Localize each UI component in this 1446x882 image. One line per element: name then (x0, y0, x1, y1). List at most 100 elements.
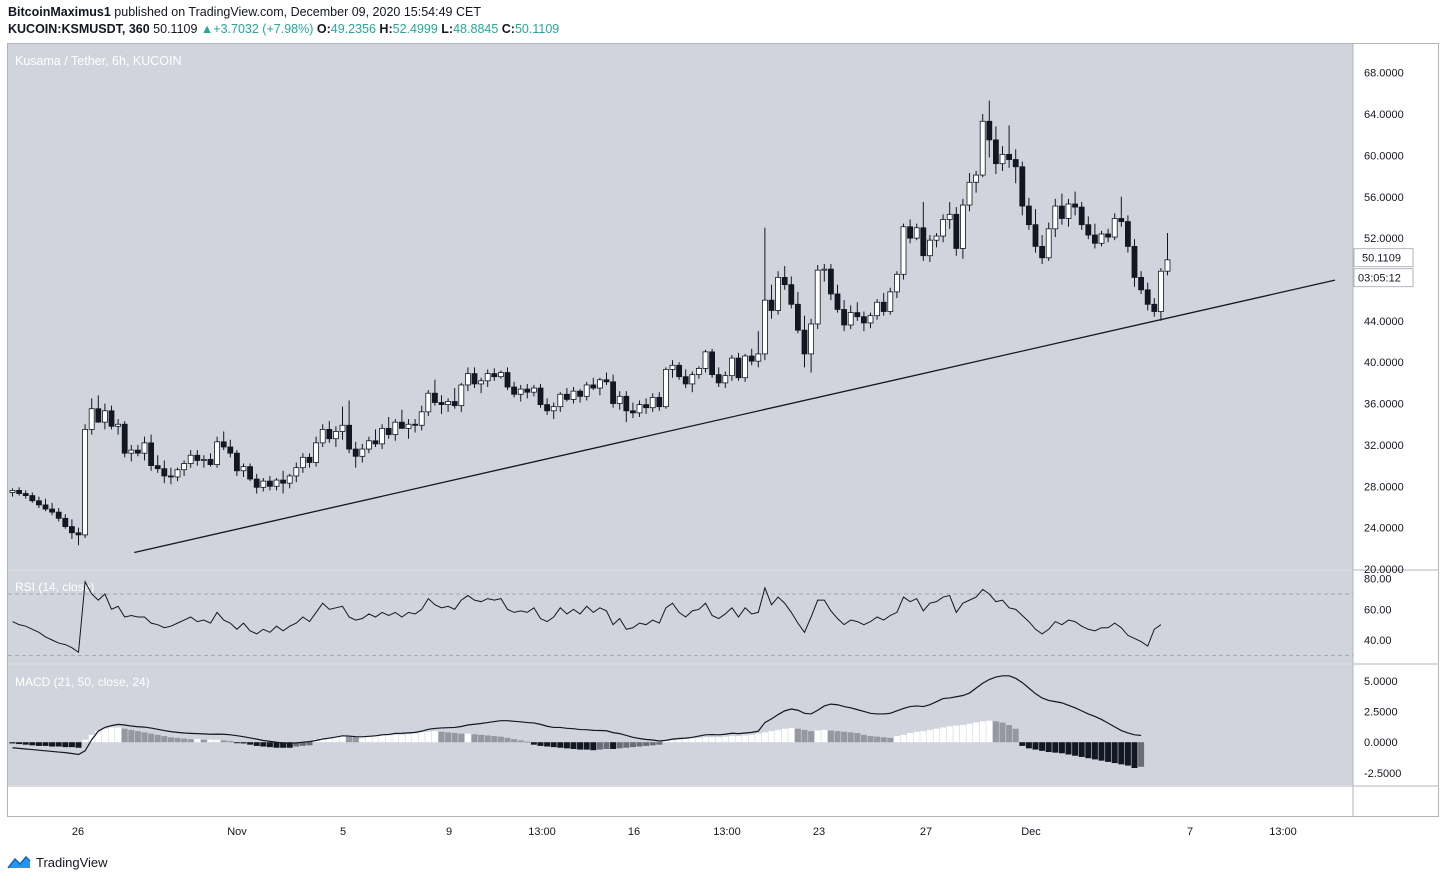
candle-body (478, 380, 485, 385)
macd-histogram-bar (247, 742, 254, 745)
candle-body (1026, 205, 1032, 226)
candle-body (1059, 205, 1065, 219)
candle-body (385, 427, 392, 435)
open-label: O: (316, 22, 331, 36)
candle-body (979, 120, 986, 176)
candle-body (590, 384, 597, 389)
candle-body (1105, 233, 1111, 238)
candle-body (266, 480, 273, 487)
candle-body (313, 442, 320, 463)
macd-histogram-bar (392, 734, 399, 743)
macd-histogram-bar (682, 739, 689, 743)
price-tick-label: 52.0000 (1364, 233, 1404, 245)
macd-histogram-bar (788, 728, 795, 743)
author-name[interactable]: BitcoinMaximus1 (8, 5, 111, 19)
candle-body (332, 431, 339, 440)
macd-histogram-bar (431, 731, 438, 743)
candle-body (603, 379, 610, 383)
candle-body (134, 449, 141, 454)
candle-body (1158, 270, 1164, 312)
chart-frame (7, 43, 1439, 817)
candle-body (141, 442, 148, 454)
macd-histogram-bar (1012, 728, 1019, 743)
candle-body (1032, 224, 1039, 247)
macd-histogram-bar (900, 734, 907, 743)
candle-body (946, 213, 953, 220)
candle-body (788, 284, 795, 305)
candle-body (504, 372, 511, 388)
macd-histogram-bar (860, 734, 867, 743)
candle-body (900, 226, 907, 275)
candle-body (319, 429, 326, 444)
macd-histogram-bar (702, 737, 709, 743)
candle-body (280, 479, 287, 484)
macd-histogram-bar (728, 736, 735, 743)
macd-histogram-bar (293, 742, 300, 747)
candle-body (649, 396, 656, 409)
candle-body (854, 312, 861, 318)
macd-histogram-bar (834, 731, 841, 743)
candle-body (484, 373, 491, 382)
price-tick-label: 68.0000 (1364, 68, 1404, 80)
macd-histogram-bar (867, 736, 874, 743)
macd-histogram-bar (656, 742, 663, 745)
macd-histogram-bar (88, 734, 95, 743)
candle-body (69, 526, 75, 534)
price-tick-label: 20.0000 (1364, 564, 1404, 576)
candle-body (398, 421, 405, 429)
macd-histogram-bar (299, 742, 306, 746)
macd-histogram-bar (491, 736, 498, 743)
macd-histogram-bar (1105, 742, 1112, 762)
macd-histogram-bar (1124, 742, 1131, 766)
macd-histogram-bar (827, 730, 834, 743)
candle-body (16, 490, 23, 494)
macd-histogram-bar (966, 723, 973, 743)
candle-body (742, 355, 748, 379)
macd-histogram-bar (544, 742, 551, 747)
price-chart-title: Kusama / Tether, 6h, KUCOIN (15, 54, 182, 68)
candle-body (676, 364, 682, 378)
macd-histogram-bar (181, 738, 188, 743)
macd-histogram-bar (194, 739, 201, 743)
macd-histogram-bar (768, 731, 775, 743)
macd-histogram-bar (332, 736, 339, 743)
candle-body (339, 424, 346, 432)
macd-histogram-bar (365, 736, 372, 743)
macd-histogram-bar (933, 728, 940, 743)
candle-body (372, 440, 379, 445)
last-price: 50.1109 (153, 22, 198, 36)
candle-body (1151, 303, 1158, 312)
candle-body (207, 458, 214, 465)
macd-histogram-bar (550, 742, 557, 748)
price-change: +3.7032 (+7.98%) (213, 22, 314, 36)
macd-histogram-bar (412, 733, 419, 743)
macd-histogram-bar (1091, 742, 1098, 760)
price-tick-label: 40.0000 (1364, 357, 1404, 369)
candle-body (511, 386, 518, 395)
candle-body (570, 390, 577, 400)
low-value: 48.8845 (453, 22, 499, 36)
macd-histogram-bar (814, 730, 821, 743)
candle-body (1164, 259, 1171, 272)
rsi-line (12, 580, 1162, 654)
candle-body (821, 268, 828, 271)
tradingview-logo[interactable]: TradingView (6, 854, 108, 870)
macd-histogram-bar (1025, 742, 1032, 749)
macd-histogram-bar (926, 729, 933, 743)
candle-body (148, 442, 155, 466)
candle-body (689, 374, 696, 385)
last-price-label: 50.1109 (1362, 253, 1401, 265)
time-tick-label: 13:00 (1269, 826, 1297, 838)
macd-histogram-bar (570, 742, 577, 749)
macd-histogram-bar (1138, 742, 1145, 767)
macd-histogram-bar (1052, 742, 1059, 753)
macd-histogram-bar (695, 737, 702, 743)
candle-body (425, 392, 432, 413)
macd-histogram-bar (841, 731, 848, 743)
macd-histogram-bar (563, 742, 570, 749)
macd-histogram-bar (266, 742, 273, 748)
rsi-pane-bg (8, 571, 1353, 663)
candle-body (431, 392, 438, 403)
macd-histogram-bar (1019, 742, 1026, 746)
